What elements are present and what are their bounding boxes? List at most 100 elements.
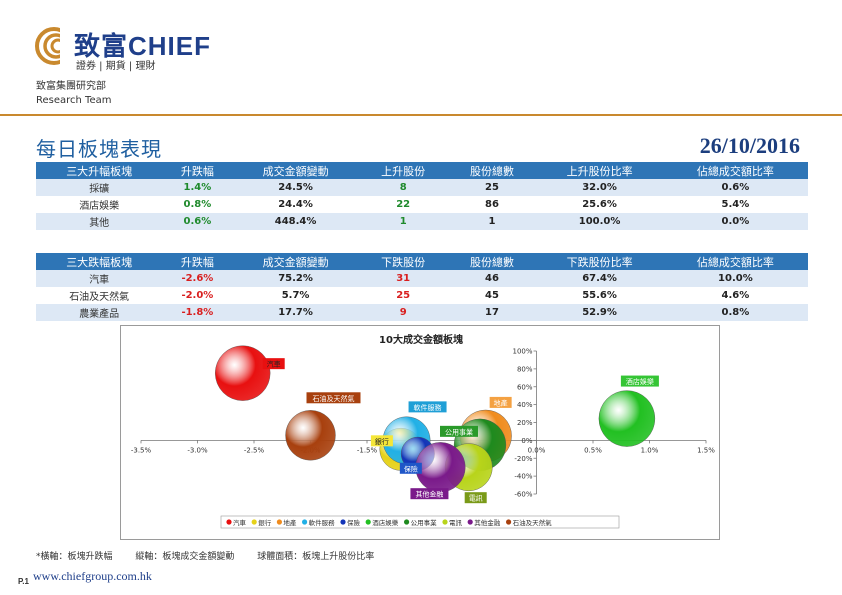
column-header: 升跌幅: [162, 253, 233, 270]
legend-entry: 地產: [283, 518, 297, 527]
company-logo: 致富CHIEF 證券 | 期貨 | 理財: [34, 24, 234, 74]
bubble-chart: 10大成交金額板塊 -3.5%-3.0%-2.5%-2.0%-1.5%-1.0%…: [120, 325, 720, 540]
bubble-chart-svg: 10大成交金額板塊 -3.5%-3.0%-2.5%-2.0%-1.5%-1.0%…: [131, 333, 715, 529]
x-tick-label: 0.0%: [528, 446, 546, 454]
bubble-label-box: [399, 462, 422, 474]
legend-entry: 酒店娛樂: [372, 518, 399, 527]
column-header: 上升股份: [358, 162, 448, 179]
y-tick-label: -20%: [514, 455, 532, 463]
change-pct: 0.8%: [183, 199, 212, 210]
top-losers-table: 三大跌幅板塊 升跌幅 成交金額變動 下跌股份 股份總數 下跌股份比率 佔總成交額…: [36, 253, 808, 321]
turnover-change: 75.2%: [232, 270, 359, 287]
column-header: 佔總成交額比率: [662, 253, 808, 270]
total-count: 1: [447, 213, 537, 230]
spiral-logo-icon: [35, 27, 74, 65]
rising-ratio: 25.6%: [582, 199, 617, 210]
bubble-label: 軟件服務: [414, 403, 442, 412]
rising-count: 22: [396, 199, 411, 210]
column-header: 成交金額變動: [232, 162, 359, 179]
turnover-change: 5.7%: [281, 290, 310, 301]
turnover-share: 0.8%: [662, 304, 808, 321]
falling-ratio: 67.4%: [536, 270, 663, 287]
falling-ratio: 52.9%: [536, 304, 663, 321]
x-tick-label: -3.0%: [187, 446, 208, 454]
column-header: 成交金額變動: [232, 253, 359, 270]
table-row: 酒店娛樂 0.8% 24.4% 22 86 25.6% 5.4%: [36, 196, 808, 213]
legend-marker: [340, 519, 346, 525]
bubble-label: 銀行: [375, 437, 389, 446]
legend-entry: 公用事業: [411, 518, 438, 527]
legend-entry: 銀行: [258, 518, 272, 527]
legend-marker: [404, 519, 410, 525]
table-row: 採礦 1.4% 24.5% 8 25 32.0% 0.6%: [36, 179, 808, 196]
legend-entry: 軟件服務: [309, 518, 336, 527]
column-header: 三大跌幅板塊: [36, 253, 163, 270]
sector-name: 其他: [36, 213, 163, 230]
bubble-label: 石油及天然氣: [313, 394, 355, 403]
rising-count: 1: [358, 213, 448, 230]
rising-count: 8: [358, 179, 448, 196]
column-header: 上升股份比率: [536, 162, 663, 179]
bubble-label-box: [262, 358, 285, 370]
bubble-label-box: [440, 425, 478, 437]
y-tick-label: 60%: [517, 383, 533, 391]
bubble-label: 公用事業: [445, 427, 473, 436]
x-tick-label: -1.5%: [357, 446, 378, 454]
bubble-label-box: [408, 401, 447, 413]
bubble-label-box: [370, 435, 393, 447]
sector-name: 農業產品: [36, 304, 163, 321]
change-pct: 1.4%: [162, 179, 233, 196]
y-tick-label: 20%: [517, 419, 533, 427]
legend-entry: 石油及天然氣: [513, 518, 553, 527]
x-tick-label: 1.5%: [697, 446, 715, 454]
bubble-label: 電訊: [469, 494, 483, 503]
legend-marker: [467, 519, 473, 525]
legend-marker: [251, 519, 257, 525]
y-tick-label: 100%: [512, 348, 532, 356]
column-header: 升跌幅: [162, 162, 233, 179]
bubble-label-box: [410, 488, 449, 500]
website-link[interactable]: www.chiefgroup.com.hk: [33, 569, 152, 583]
column-header: 下跌股份比率: [536, 253, 663, 270]
bubble-label: 汽車: [267, 360, 281, 369]
page-title: 每日板塊表現: [36, 137, 162, 161]
table-header-row: 三大升幅板塊 升跌幅 成交金額變動 上升股份 股份總數 上升股份比率 佔總成交額…: [36, 162, 808, 179]
legend-marker: [226, 519, 232, 525]
table-row: 其他 0.6% 448.4% 1 1 100.0% 0.0%: [36, 213, 808, 230]
table-header-row: 三大跌幅板塊 升跌幅 成交金額變動 下跌股份 股份總數 下跌股份比率 佔總成交額…: [36, 253, 808, 270]
turnover-share: 5.4%: [721, 199, 750, 210]
falling-count: 25: [396, 290, 411, 301]
y-tick-label: 80%: [517, 365, 533, 373]
legend-marker: [506, 519, 512, 525]
report-date: 26/10/2016: [699, 133, 800, 158]
change-pct: -1.8%: [162, 304, 233, 321]
legend-marker: [302, 519, 308, 525]
legend-marker: [365, 519, 371, 525]
department: 致富集團研究部 Research Team: [36, 80, 111, 108]
bubble-label: 酒店娛樂: [626, 377, 654, 386]
turnover-share: 10.0%: [662, 270, 808, 287]
sector-name: 汽車: [36, 270, 163, 287]
sector-name: 酒店娛樂: [79, 201, 120, 212]
bubble: [285, 410, 336, 461]
turnover-share: 4.6%: [721, 290, 750, 301]
change-pct: -2.0%: [181, 290, 214, 301]
bubble-label: 保險: [404, 464, 418, 473]
x-tick-label: 0.5%: [584, 446, 602, 454]
turnover-change: 24.5%: [232, 179, 359, 196]
bubble: [598, 390, 656, 447]
column-header: 股份總數: [447, 253, 537, 270]
bubble-label-box: [306, 392, 361, 404]
table-row: 農業產品 -1.8% 17.7% 9 17 52.9% 0.8%: [36, 304, 808, 321]
bubble-label-box: [620, 375, 659, 387]
rising-ratio: 100.0%: [536, 213, 663, 230]
chart-title: 10大成交金額板塊: [379, 333, 463, 346]
y-tick-label: 0%: [521, 437, 532, 445]
change-pct: 0.6%: [162, 213, 233, 230]
page-number: P.1: [18, 577, 29, 586]
department-name: 致富集團研究部: [36, 81, 106, 92]
turnover-change: 448.4%: [232, 213, 359, 230]
sector-name: 石油及天然氣: [69, 292, 130, 303]
top-gainers-table: 三大升幅板塊 升跌幅 成交金額變動 上升股份 股份總數 上升股份比率 佔總成交額…: [36, 162, 808, 230]
column-header: 佔總成交額比率: [662, 162, 808, 179]
